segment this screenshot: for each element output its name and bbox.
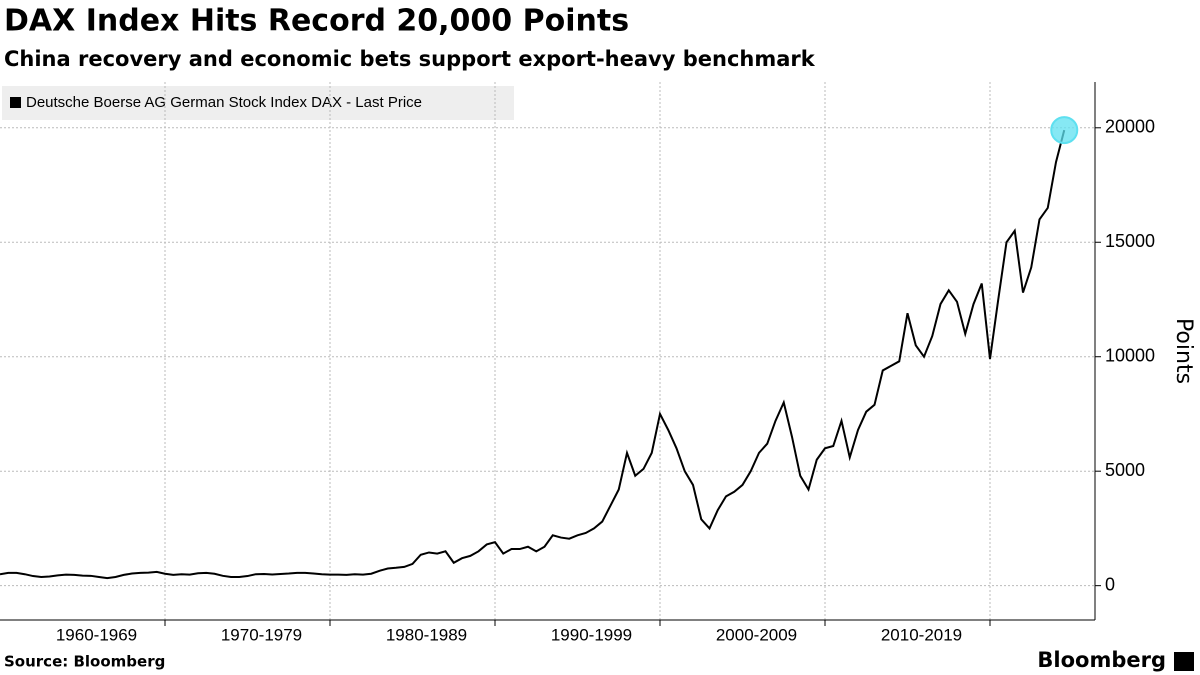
y-tick-label: 15000 [1105,231,1155,251]
y-tick-label: 10000 [1105,345,1155,365]
y-tick-label: 20000 [1105,117,1155,137]
legend-box [2,86,514,120]
legend-swatch [10,97,21,108]
chart-subtitle: China recovery and economic bets support… [4,47,816,71]
y-tick-label: 0 [1105,574,1115,594]
price-line [0,129,1066,580]
brand-icon [1174,652,1194,671]
x-tick-label: 1970-1979 [221,625,302,644]
latest-highlight [1050,116,1079,145]
x-tick-label: 1980-1989 [386,625,467,644]
chart-title: DAX Index Hits Record 20,000 Points [4,4,629,39]
source: Source: Bloomberg [4,653,165,671]
x-tick-label: 2010-2019 [881,625,962,644]
y-axis-label: Points [1171,318,1196,384]
brand: Bloomberg [1037,648,1166,672]
x-tick-label: 1990-1999 [551,625,632,644]
x-tick-label: 2000-2009 [716,625,797,644]
x-tick-label: 1960-1969 [56,625,137,644]
legend-label: Deutsche Boerse AG German Stock Index DA… [26,94,422,111]
y-tick-label: 5000 [1105,460,1145,480]
